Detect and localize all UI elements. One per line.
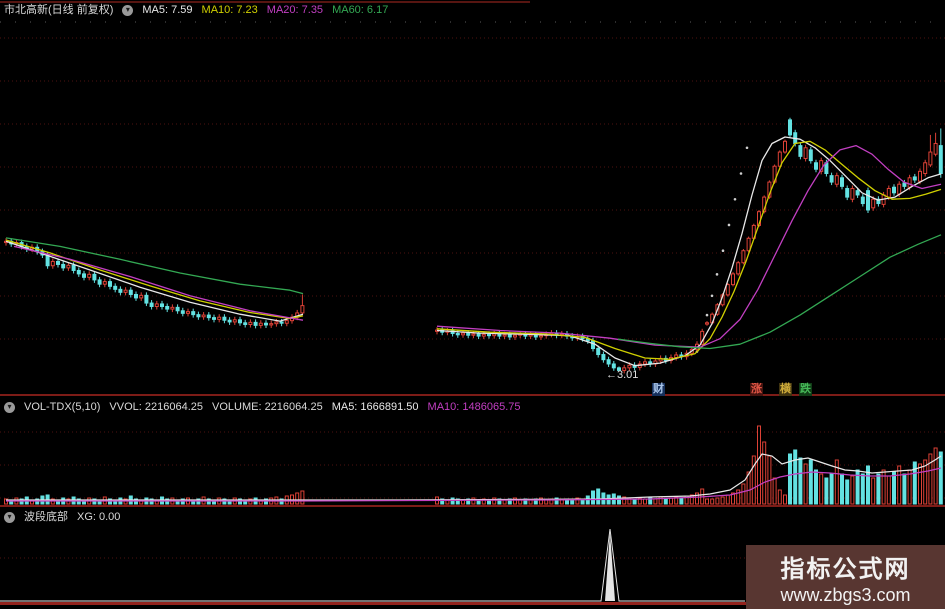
- stock-title: 市北高新(日线 前复权): [4, 4, 114, 16]
- watermark-url: www.zbgs3.com: [780, 584, 911, 605]
- ma-lines: [5, 136, 942, 367]
- signal-pane-header: ▾ 波段底部 XG: 0.00: [4, 510, 120, 524]
- candles: [4, 117, 943, 374]
- ma10-readout: MA10: 7.23: [201, 4, 258, 16]
- guide-dots: [695, 146, 749, 353]
- volume-ma5-readout: MA5: 1666891.50: [331, 401, 419, 413]
- collapse-toggle-icon[interactable]: ▾: [4, 401, 15, 413]
- volume-pane-header: ▾ VOL-TDX(5,10) VVOL: 2216064.25 VOLUME:…: [4, 400, 521, 414]
- status-char: 财: [652, 383, 665, 396]
- xg-value-readout: XG: 0.00: [77, 511, 121, 523]
- status-char: 横: [779, 383, 792, 396]
- vvol-readout: VVOL: 2216064.25: [109, 401, 203, 413]
- status-char: 涨: [750, 383, 763, 396]
- signal-indicator-name: 波段底部: [24, 511, 68, 523]
- watermark-box[interactable]: 指标公式网 www.zbgs3.com: [746, 545, 945, 609]
- ma5-readout: MA5: 7.59: [142, 4, 193, 16]
- collapse-toggle-icon[interactable]: ▾: [122, 4, 134, 16]
- ma60-readout: MA60: 6.17: [332, 4, 389, 16]
- collapse-toggle-icon[interactable]: ▾: [4, 511, 15, 523]
- ma20-readout: MA20: 7.35: [266, 4, 324, 16]
- signal-line: [0, 528, 745, 602]
- volume-indicator-name: VOL-TDX(5,10): [24, 401, 101, 413]
- volume-readout: VOLUME: 2216064.25: [212, 401, 323, 413]
- watermark-title: 指标公式网: [780, 555, 911, 583]
- status-char: 跌: [799, 383, 812, 396]
- main-chart-header: 市北高新(日线 前复权) ▾ MA5: 7.59 MA10: 7.23 MA20…: [4, 3, 388, 17]
- volume-bars: [4, 425, 943, 505]
- status-char-row: 财 涨 横跌: [0, 383, 945, 397]
- volume-ma10-readout: MA10: 1486065.75: [427, 401, 521, 413]
- low-price-annotation: ←3.01: [606, 369, 639, 381]
